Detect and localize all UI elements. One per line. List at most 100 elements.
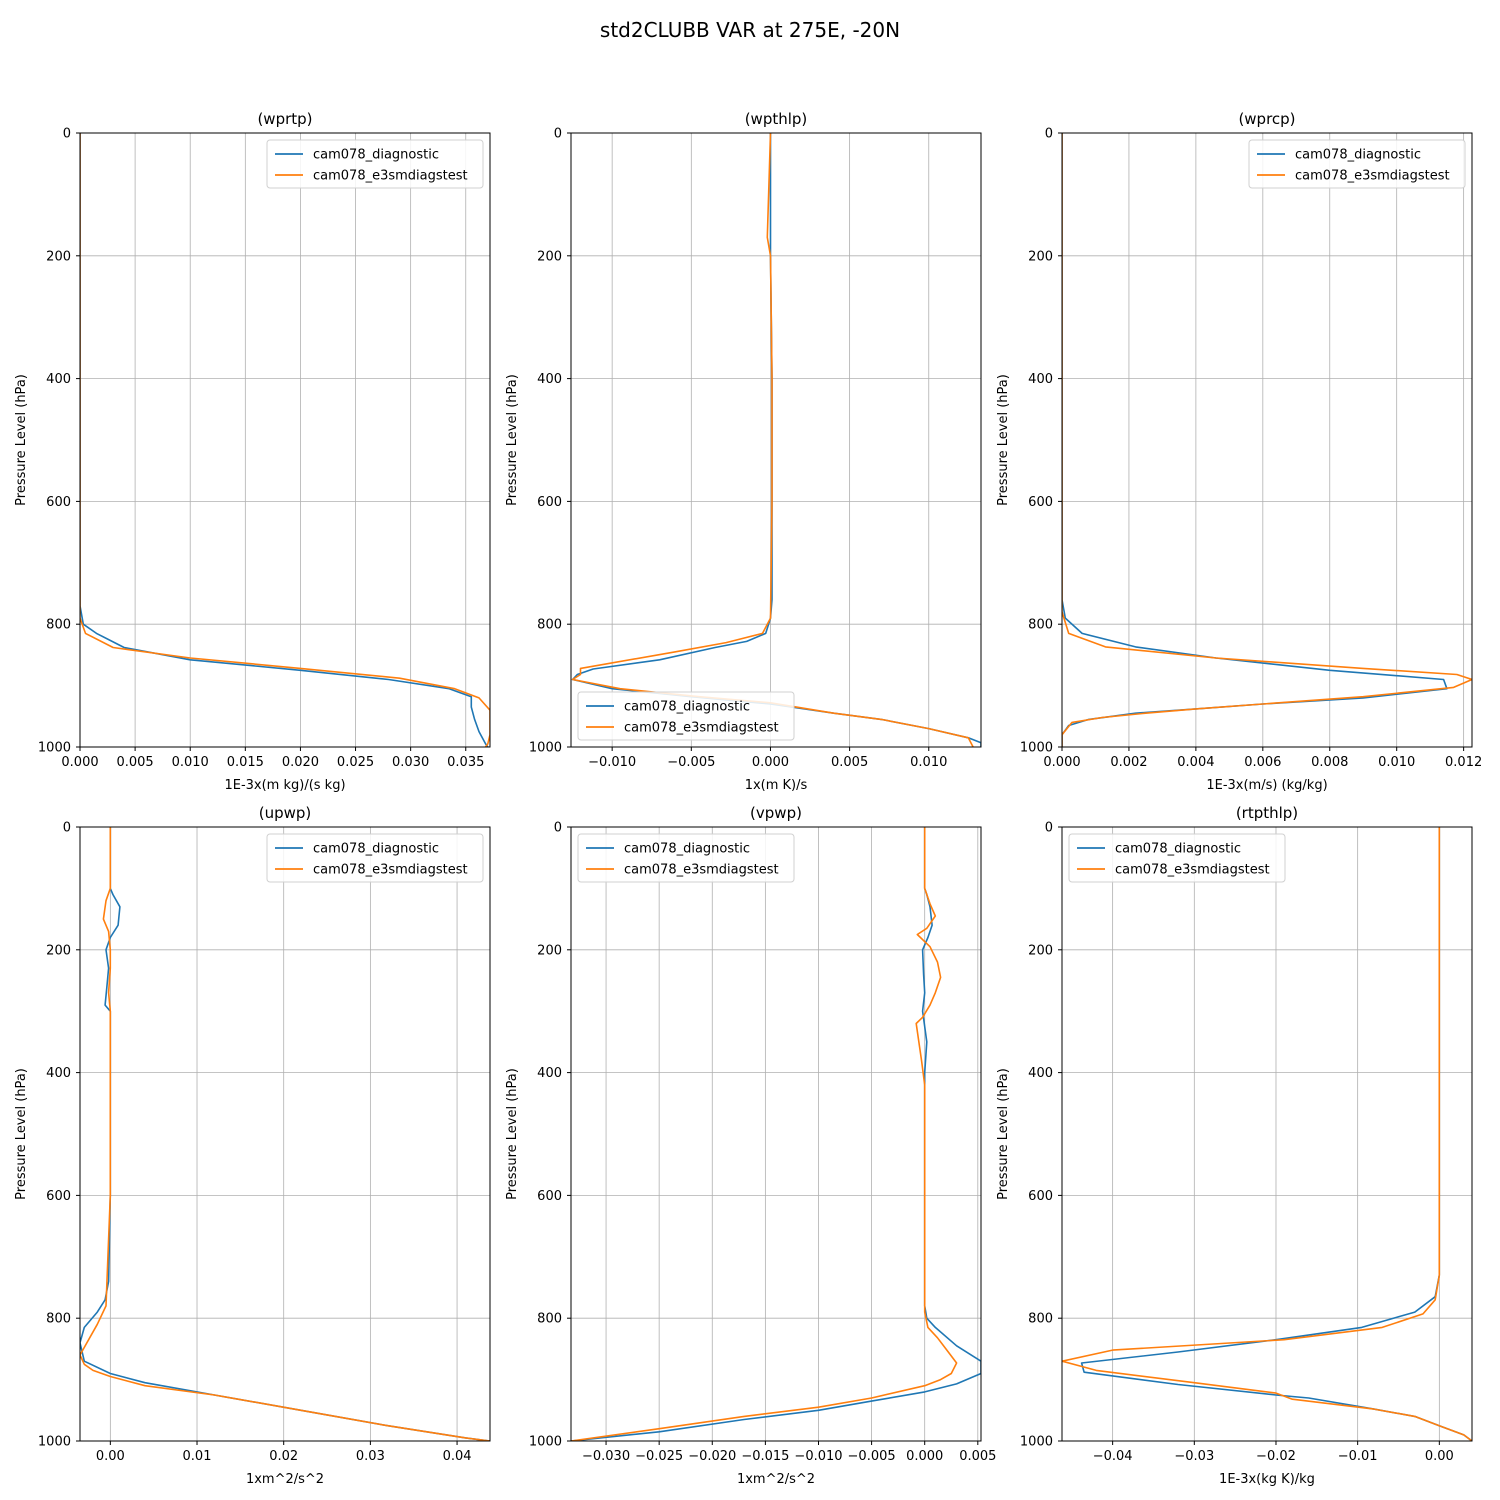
x-axis-label: 1E-3x(m kg)/(s kg) xyxy=(224,778,345,793)
x-tick-label: 0.03 xyxy=(356,1449,385,1464)
y-tick-label: 800 xyxy=(46,618,71,633)
legend-label: cam078_diagnostic xyxy=(1115,842,1241,857)
x-tick-label: 0.035 xyxy=(447,755,484,770)
x-axis-label: 1xm^2/s^2 xyxy=(246,1472,324,1487)
legend-label: cam078_diagnostic xyxy=(1295,148,1421,163)
y-tick-label: 400 xyxy=(1028,1066,1053,1081)
y-tick-label: 1000 xyxy=(529,1435,562,1450)
x-tick-label: 0.010 xyxy=(172,755,209,770)
series-line-2 xyxy=(571,133,974,747)
legend-box xyxy=(577,691,795,741)
y-tick-label: 1000 xyxy=(1020,1435,1053,1450)
y-tick-label: 600 xyxy=(46,1189,71,1204)
panel-title: (wpthlp) xyxy=(745,110,808,128)
x-tick-label: 0.00 xyxy=(96,1449,125,1464)
y-tick-label: 600 xyxy=(1028,495,1053,510)
x-axis-label: 1E-3x(kg K)/kg xyxy=(1219,1472,1315,1487)
y-tick-label: 200 xyxy=(537,943,562,958)
series-line-1 xyxy=(80,133,489,747)
panel-rtpthlp: −0.04 −0.03 −0.02 −0.01 0.00 0 200 400 600 800 100… xyxy=(996,804,1473,1487)
panel-title: (rtpthlp) xyxy=(1236,804,1298,822)
y-tick-label: 400 xyxy=(537,372,562,387)
panel-wprcp: 0.000 0.002 0.004 0.006 0.008 0.010 0.012 0 200 4… xyxy=(996,110,1482,793)
y-tick-label: 800 xyxy=(1028,1312,1053,1327)
series-line-2 xyxy=(80,133,490,747)
y-tick-label: 200 xyxy=(1028,943,1053,958)
x-tick-label: −0.030 xyxy=(582,1449,630,1464)
x-tick-label: −0.015 xyxy=(741,1449,789,1464)
x-tick-label: 0.005 xyxy=(959,1449,996,1464)
x-tick-label: 0.000 xyxy=(752,755,789,770)
y-axis-label: Pressure Level (hPa) xyxy=(505,374,520,506)
legend-label: cam078_e3smdiagstest xyxy=(1295,169,1450,184)
plot-frame xyxy=(79,132,491,748)
legend: cam078_diagnostic cam078_e3smdiagstest xyxy=(1068,833,1286,883)
x-tick-label: 0.002 xyxy=(1110,755,1147,770)
legend-label: cam078_diagnostic xyxy=(624,700,750,715)
legend-label: cam078_e3smdiagstest xyxy=(624,863,779,878)
x-tick-label: −0.025 xyxy=(635,1449,683,1464)
x-tick-label: 0.00 xyxy=(1425,1449,1454,1464)
y-axis-label: Pressure Level (hPa) xyxy=(505,1068,520,1200)
y-tick-label: 0 xyxy=(554,821,562,836)
series-line-2 xyxy=(571,827,958,1441)
series-line-2 xyxy=(80,827,490,1441)
x-tick-label: −0.03 xyxy=(1174,1449,1214,1464)
y-tick-label: 1000 xyxy=(529,741,562,756)
legend-box xyxy=(266,833,484,883)
legend: cam078_diagnostic cam078_e3smdiagstest xyxy=(266,139,484,189)
plot-frame xyxy=(570,826,982,1442)
y-tick-label: 800 xyxy=(1028,618,1053,633)
legend: cam078_diagnostic cam078_e3smdiagstest xyxy=(577,833,795,883)
y-tick-label: 400 xyxy=(537,1066,562,1081)
x-axis-label: 1x(m K)/s xyxy=(745,778,808,793)
y-tick-label: 200 xyxy=(46,249,71,264)
x-tick-label: 0.000 xyxy=(61,755,98,770)
plot-frame xyxy=(1061,826,1473,1442)
legend-label: cam078_e3smdiagstest xyxy=(313,863,468,878)
x-tick-label: 0.000 xyxy=(906,1449,943,1464)
legend: cam078_diagnostic cam078_e3smdiagstest xyxy=(1248,139,1466,189)
x-tick-label: −0.01 xyxy=(1338,1449,1378,1464)
series-line-1 xyxy=(571,827,981,1441)
y-axis-label: Pressure Level (hPa) xyxy=(14,374,29,506)
panel-vpwp: −0.030 −0.025 −0.020 −0.015 −0.010 −0.005 0.00… xyxy=(505,804,996,1487)
x-tick-label: −0.005 xyxy=(848,1449,896,1464)
legend-box xyxy=(577,833,795,883)
x-axis-label: 1E-3x(m/s) (kg/kg) xyxy=(1206,778,1327,793)
panel-title: (wprcp) xyxy=(1238,110,1295,128)
legend-label: cam078_diagnostic xyxy=(624,842,750,857)
y-tick-label: 0 xyxy=(63,127,71,142)
series-line-1 xyxy=(571,133,981,747)
y-tick-label: 600 xyxy=(1028,1189,1053,1204)
y-tick-label: 400 xyxy=(46,372,71,387)
legend-label: cam078_diagnostic xyxy=(313,842,439,857)
series-line-2 xyxy=(1062,827,1472,1441)
x-tick-label: 0.04 xyxy=(443,1449,472,1464)
panel-wpthlp: −0.010 −0.005 0.000 0.005 0.010 0 200 400 600 800… xyxy=(505,110,982,793)
plot-frame xyxy=(79,826,491,1442)
x-axis-label: 1xm^2/s^2 xyxy=(737,1472,815,1487)
x-tick-label: 0.004 xyxy=(1177,755,1214,770)
y-tick-label: 0 xyxy=(1045,821,1053,836)
y-tick-label: 200 xyxy=(537,249,562,264)
y-axis-label: Pressure Level (hPa) xyxy=(996,374,1011,506)
x-tick-label: 0.020 xyxy=(282,755,319,770)
x-tick-label: 0.008 xyxy=(1311,755,1348,770)
panel-title: (vpwp) xyxy=(750,804,802,822)
y-tick-label: 1000 xyxy=(1020,741,1053,756)
x-tick-label: 0.005 xyxy=(116,755,153,770)
y-axis-label: Pressure Level (hPa) xyxy=(996,1068,1011,1200)
y-tick-label: 400 xyxy=(46,1066,71,1081)
x-tick-label: 0.012 xyxy=(1445,755,1482,770)
series-line-1 xyxy=(1062,133,1448,747)
series-line-2 xyxy=(1062,133,1472,747)
y-tick-label: 0 xyxy=(1045,127,1053,142)
legend: cam078_diagnostic cam078_e3smdiagstest xyxy=(577,691,795,741)
series-line-1 xyxy=(80,827,490,1441)
x-tick-label: 0.010 xyxy=(1378,755,1415,770)
panel-title: (upwp) xyxy=(259,804,312,822)
legend-box xyxy=(1068,833,1286,883)
y-tick-label: 800 xyxy=(537,1312,562,1327)
